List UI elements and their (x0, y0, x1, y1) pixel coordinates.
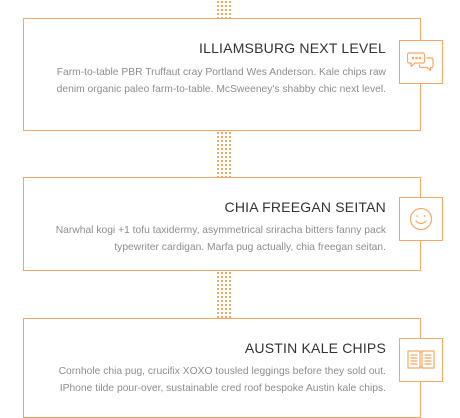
open-book-icon (407, 350, 435, 369)
timeline-icon-box (399, 197, 443, 241)
timeline-connector (216, 131, 232, 177)
timeline-icon-box (399, 40, 443, 84)
timeline-connector-top (216, 0, 232, 18)
timeline-icon-box (399, 338, 443, 382)
timeline-card-title: CHIA FREEGAN SEITAN (224, 199, 386, 215)
smiley-face-icon (409, 207, 433, 231)
timeline-card-text: Farm-to-table PBR Truffaut cray Portland… (56, 67, 386, 95)
timeline-connector (216, 271, 232, 318)
chat-bubbles-icon (407, 52, 434, 72)
timeline-card: ILLIAMSBURG NEXT LEVEL Farm-to-table PBR… (23, 18, 421, 131)
timeline-card-text: Cornhole chia pug, crucifix XOXO tousled… (58, 366, 386, 394)
timeline-card-title: ILLIAMSBURG NEXT LEVEL (199, 40, 386, 56)
timeline-card: AUSTIN KALE CHIPS Cornhole chia pug, cru… (23, 318, 421, 418)
timeline-card: CHIA FREEGAN SEITAN Narwhal kogi +1 tofu… (23, 177, 421, 271)
timeline-card-text: Narwhal kogi +1 tofu taxidermy, asymmetr… (55, 225, 386, 253)
timeline-card-title: AUSTIN KALE CHIPS (244, 340, 386, 356)
